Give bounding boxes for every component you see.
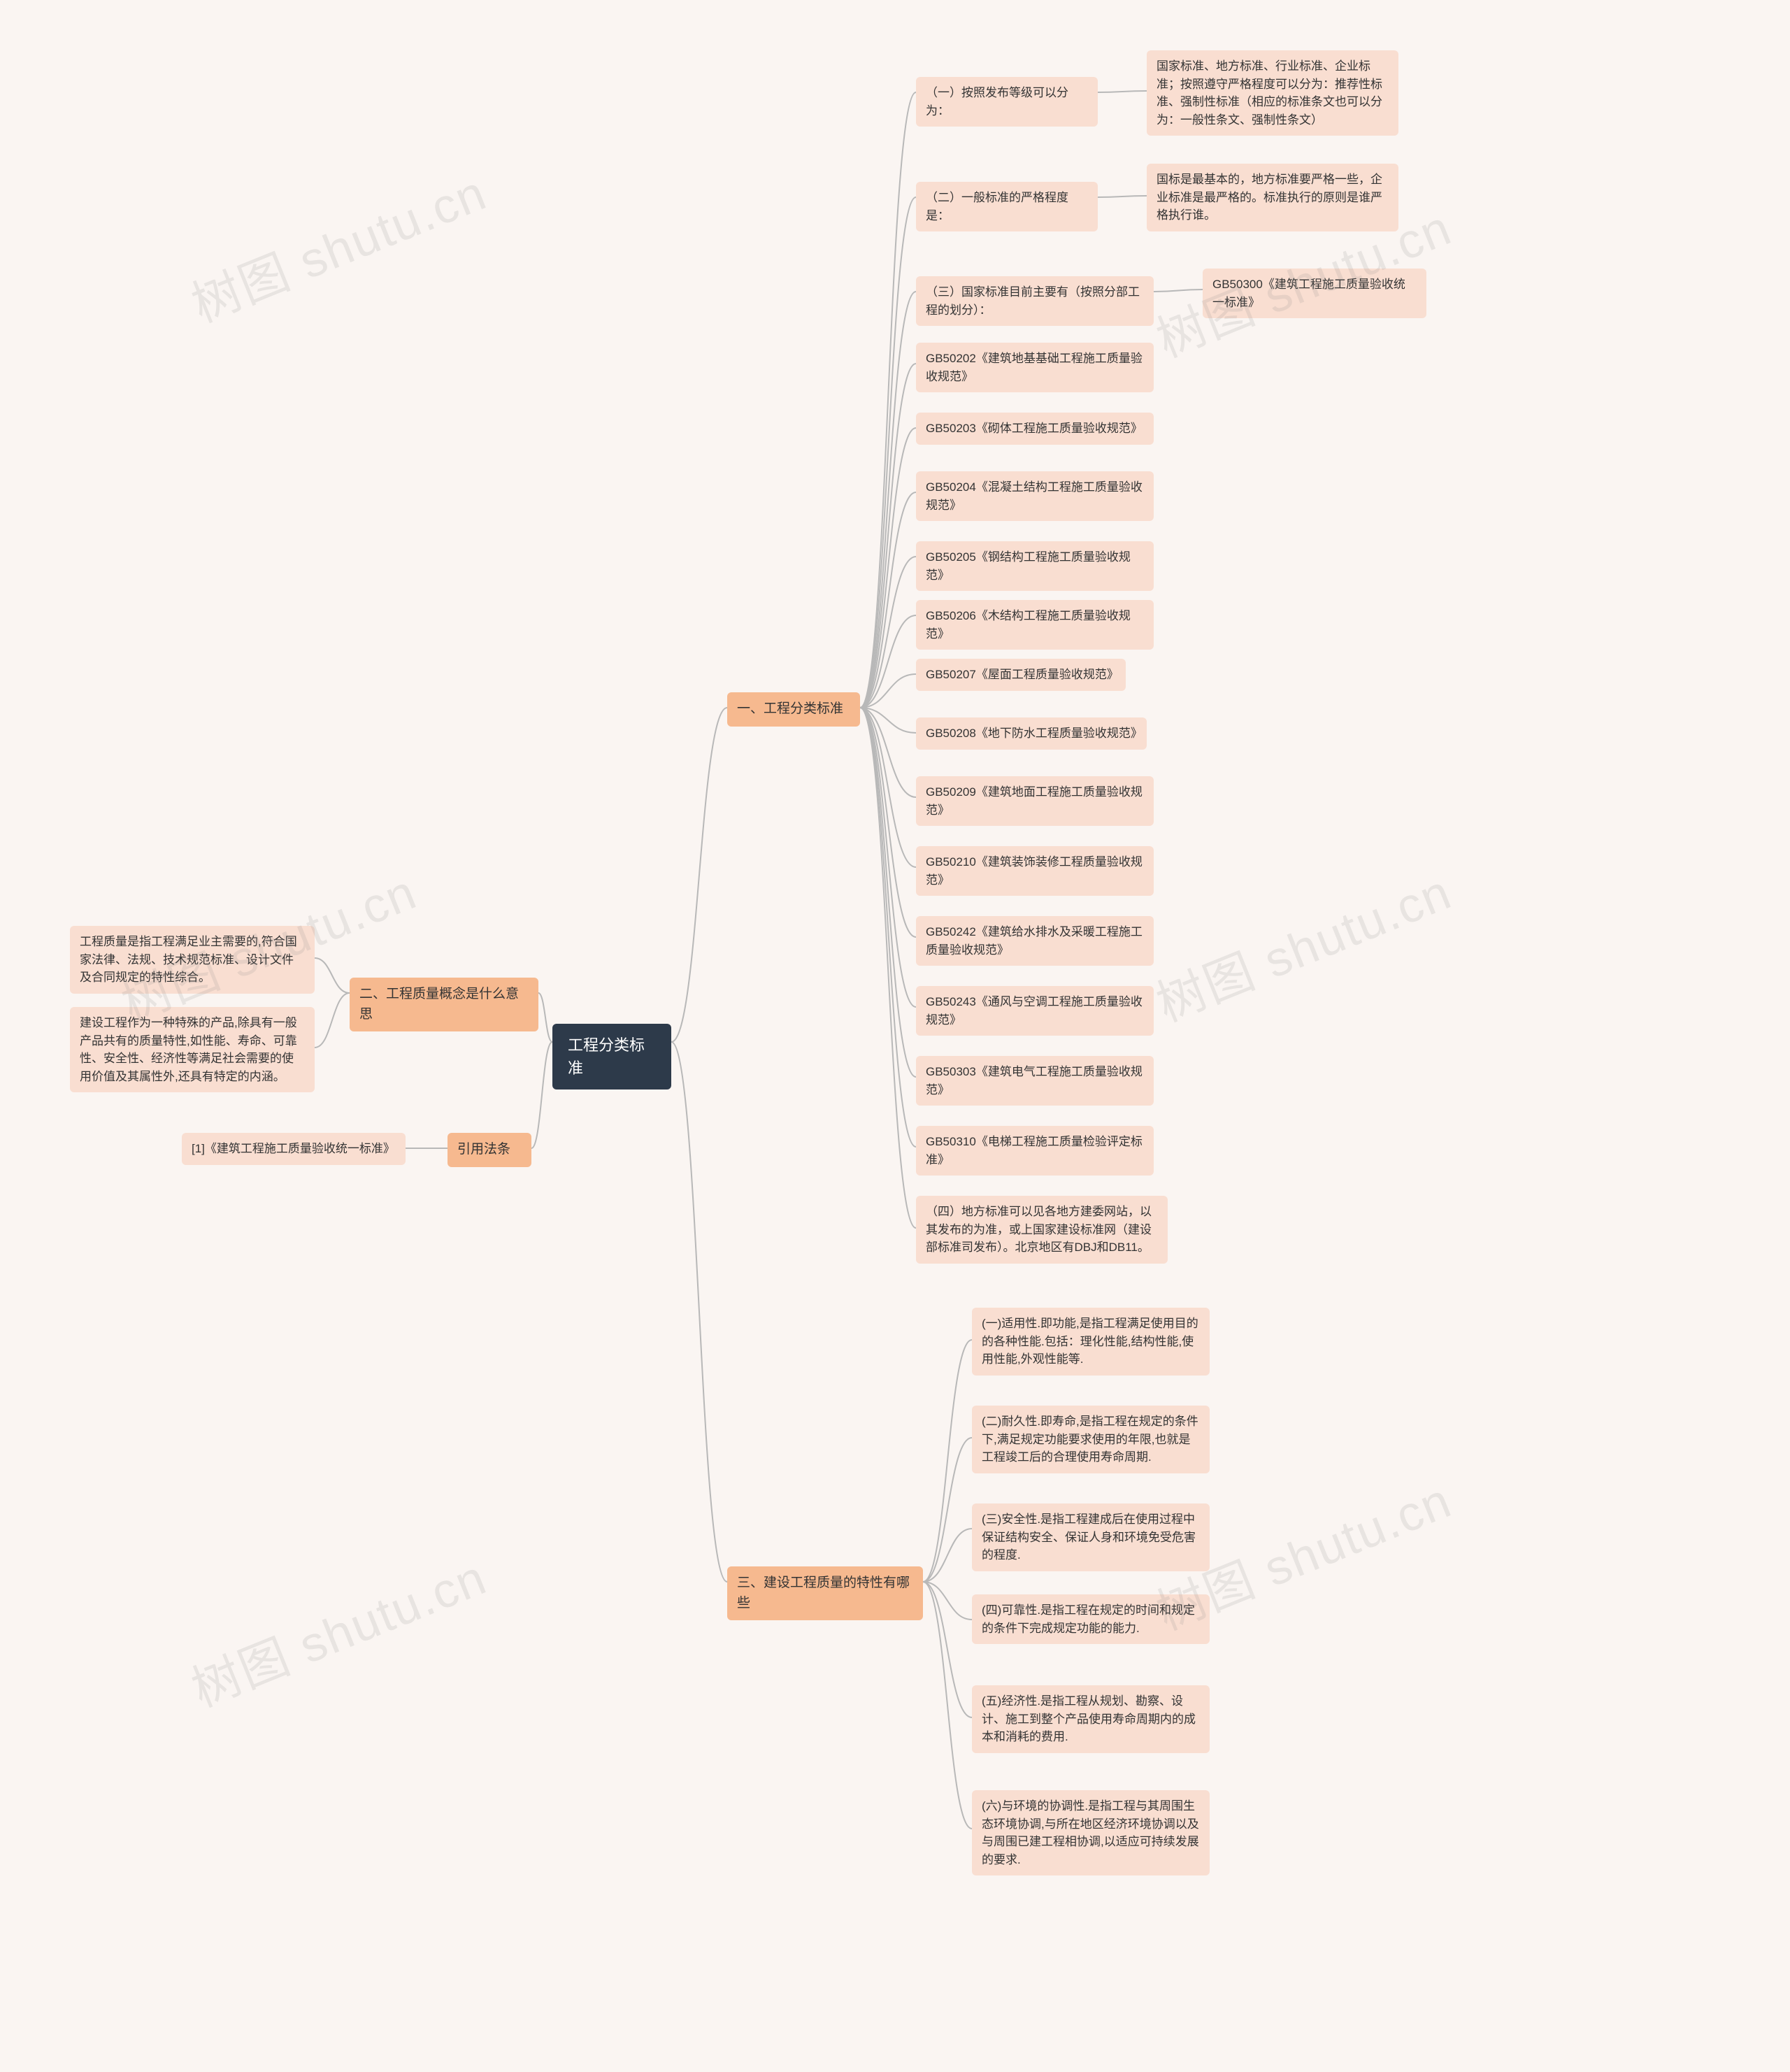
watermark: 树图 shutu.cn (180, 154, 495, 336)
watermark: 树图 shutu.cn (180, 1538, 495, 1721)
node-r1c10[interactable]: GB50208《地下防水工程质量验收规范》 (916, 717, 1147, 750)
node-r2c5[interactable]: (五)经济性.是指工程从规划、勘察、设计、施工到整个产品使用寿命周期内的成本和消… (972, 1685, 1210, 1753)
node-r2c1[interactable]: (一)适用性.即功能,是指工程满足使用目的的各种性能.包括：理化性能,结构性能,… (972, 1308, 1210, 1376)
branch-l1[interactable]: 二、工程质量概念是什么意思 (350, 978, 538, 1031)
node-r1c6[interactable]: GB50204《混凝土结构工程施工质量验收规范》 (916, 471, 1154, 521)
node-r1c11[interactable]: GB50209《建筑地面工程施工质量验收规范》 (916, 776, 1154, 826)
node-r2c3[interactable]: (三)安全性.是指工程建成后在使用过程中保证结构安全、保证人身和环境免受危害的程… (972, 1503, 1210, 1571)
branch-l2[interactable]: 引用法条 (448, 1133, 531, 1167)
watermark: 树图 shutu.cn (1145, 853, 1460, 1036)
branch-r2[interactable]: 三、建设工程质量的特性有哪些 (727, 1566, 923, 1620)
node-r1c15[interactable]: GB50303《建筑电气工程施工质量验收规范》 (916, 1056, 1154, 1106)
branch-r1[interactable]: 一、工程分类标准 (727, 692, 860, 727)
mindmap-root[interactable]: 工程分类标准 (552, 1024, 671, 1089)
node-r1c9[interactable]: GB50207《屋面工程质量验收规范》 (916, 659, 1126, 691)
node-r1c14[interactable]: GB50243《通风与空调工程施工质量验收规范》 (916, 986, 1154, 1036)
node-r1c2a[interactable]: 国标是最基本的，地方标准要严格一些，企业标准是最严格的。标准执行的原则是谁严格执… (1147, 164, 1398, 231)
node-r2c6[interactable]: (六)与环境的协调性.是指工程与其周围生态环境协调,与所在地区经济环境协调以及与… (972, 1790, 1210, 1875)
node-r1c3a[interactable]: GB50300《建筑工程施工质量验收统一标准》 (1203, 269, 1426, 318)
node-r1c12[interactable]: GB50210《建筑装饰装修工程质量验收规范》 (916, 846, 1154, 896)
node-r1c3[interactable]: （三）国家标准目前主要有（按照分部工程的划分）： (916, 276, 1154, 326)
node-r1c13[interactable]: GB50242《建筑给水排水及采暖工程施工质量验收规范》 (916, 916, 1154, 966)
node-r1c16[interactable]: GB50310《电梯工程施工质量检验评定标准》 (916, 1126, 1154, 1176)
node-r1c2[interactable]: （二）一般标准的严格程度是： (916, 182, 1098, 231)
node-r1c4[interactable]: GB50202《建筑地基基础工程施工质量验收规范》 (916, 343, 1154, 392)
node-r1c1[interactable]: （一）按照发布等级可以分为： (916, 77, 1098, 127)
node-l2c1[interactable]: [1]《建筑工程施工质量验收统一标准》 (182, 1133, 406, 1165)
node-l1c1[interactable]: 工程质量是指工程满足业主需要的,符合国家法律、法规、技术规范标准、设计文件及合同… (70, 926, 315, 994)
node-l1c2[interactable]: 建设工程作为一种特殊的产品,除具有一般产品共有的质量特性,如性能、寿命、可靠性、… (70, 1007, 315, 1092)
node-r1c8[interactable]: GB50206《木结构工程施工质量验收规范》 (916, 600, 1154, 650)
node-r2c4[interactable]: (四)可靠性.是指工程在规定的时间和规定的条件下完成规定功能的能力. (972, 1594, 1210, 1644)
node-r2c2[interactable]: (二)耐久性.即寿命,是指工程在规定的条件下,满足规定功能要求使用的年限,也就是… (972, 1406, 1210, 1473)
node-r1c1a[interactable]: 国家标准、地方标准、行业标准、企业标准；按照遵守严格程度可以分为：推荐性标准、强… (1147, 50, 1398, 136)
node-r1c17[interactable]: （四）地方标准可以见各地方建委网站，以其发布的为准，或上国家建设标准网（建设部标… (916, 1196, 1168, 1264)
node-r1c7[interactable]: GB50205《钢结构工程施工质量验收规范》 (916, 541, 1154, 591)
node-r1c5[interactable]: GB50203《砌体工程施工质量验收规范》 (916, 413, 1154, 445)
